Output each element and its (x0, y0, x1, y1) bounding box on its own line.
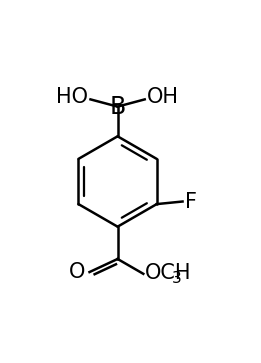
Text: HO: HO (56, 87, 88, 107)
Text: OH: OH (147, 87, 179, 107)
Text: F: F (185, 192, 197, 212)
Text: B: B (109, 95, 126, 119)
Text: 3: 3 (172, 271, 181, 286)
Text: OCH: OCH (145, 262, 191, 282)
Text: O: O (69, 262, 86, 282)
